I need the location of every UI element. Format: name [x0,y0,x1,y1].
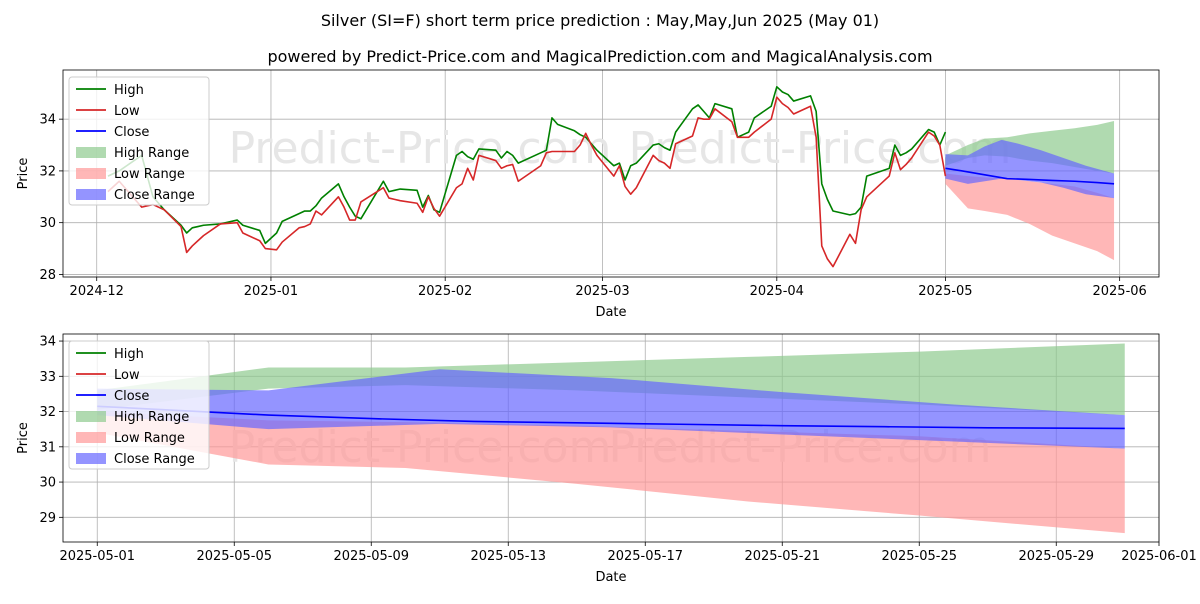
axes-frame [62,333,1160,543]
close-range-band [945,139,1115,199]
high-line [107,86,947,245]
legend-swatch [76,189,106,200]
x-tick-label: 2025-05-21 [744,549,820,564]
y-tick-label: 31 [39,440,56,455]
chart-title: Silver (SI=F) short term price predictio… [321,11,879,30]
y-tick-label: 34 [39,113,56,128]
y-tick-label: 32 [39,164,56,179]
x-tick-label: 2025-06-01 [1121,549,1197,564]
x-tick-label: 2025-04 [750,284,804,299]
y-axis-label: Price [16,422,31,454]
y-tick-label: 32 [39,405,56,420]
y-tick-label: 34 [39,335,56,350]
x-tick-label: 2025-05-17 [607,549,683,564]
legend-label: High [114,83,144,98]
close-line [97,405,1125,430]
legend: High Low Close High Range Low Range Close Ran… [68,76,210,206]
legend-label: High Range [114,146,189,161]
y-tick-label: 30 [39,216,56,231]
legend: High Low Close High Range Low Range Close Ran… [68,340,210,470]
legend-label: Close Range [114,452,195,467]
x-tick-label: 2025-05-01 [59,549,135,564]
x-axis-label: Date [595,305,626,320]
top-panel: Predict-Price.com Predict-Price.com 2024-1… [16,69,1160,320]
legend-label: Low [114,104,140,119]
x-tick-label: 2025-05-13 [470,549,546,564]
legend-swatch [76,411,106,422]
x-tick-label: 2025-05-29 [1018,549,1094,564]
low-range-band [97,411,1125,534]
x-axis-label: Date [595,570,626,585]
x-tick-label: 2025-06 [1092,284,1146,299]
legend-label: Low [114,368,140,383]
legend-label: Low Range [114,167,185,182]
x-tick-label: 2025-01 [244,284,298,299]
legend-label: High Range [114,410,189,425]
close-range-band [97,369,1125,449]
y-tick-label: 28 [39,268,56,283]
y-tick-label: 30 [39,476,56,491]
y-tick-label: 29 [39,511,56,526]
low-range-band [945,173,1115,261]
legend-label: Close Range [114,188,195,203]
y-tick-label: 33 [39,370,56,385]
x-tick-label: 2025-05 [918,284,972,299]
legend-swatch [76,453,106,464]
x-tick-label: 2025-02 [418,284,472,299]
legend-label: Close [114,389,149,404]
axes-frame [62,69,1160,278]
legend-swatch [76,432,106,443]
y-axis-label: Price [16,158,31,190]
legend-swatch [76,168,106,179]
legend-label: Low Range [114,431,185,446]
x-tick-label: 2025-05-09 [333,549,409,564]
low-line [107,96,947,268]
legend-label: Close [114,125,149,140]
watermark-text: Predict-Price.com [229,123,612,174]
x-tick-label: 2025-03 [575,284,629,299]
close-line [945,167,1115,185]
legend-swatch [76,147,106,158]
x-tick-label: 2025-05-05 [196,549,272,564]
chart-subtitle: powered by Predict-Price.com and Magical… [267,47,932,66]
legend-label: High [114,347,144,362]
x-tick-label: 2024-12 [70,284,124,299]
x-tick-label: 2025-05-25 [881,549,957,564]
